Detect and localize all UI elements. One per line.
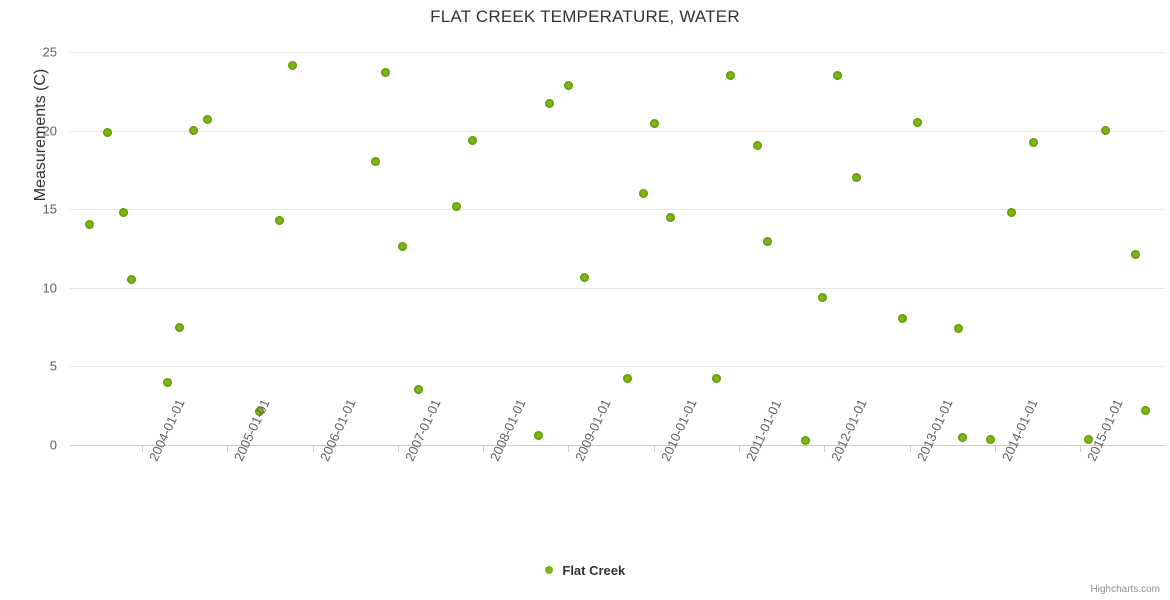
data-point[interactable] xyxy=(1100,126,1110,136)
data-point[interactable] xyxy=(985,434,995,444)
data-point[interactable] xyxy=(254,406,264,416)
data-point[interactable] xyxy=(287,60,297,70)
data-point[interactable] xyxy=(202,115,212,125)
x-tick-mark xyxy=(739,445,740,452)
data-point[interactable] xyxy=(665,213,675,223)
credits-label[interactable]: Highcharts.com xyxy=(1090,584,1160,595)
data-point[interactable] xyxy=(817,292,827,302)
data-point[interactable] xyxy=(851,173,861,183)
data-point[interactable] xyxy=(162,377,172,387)
data-point[interactable] xyxy=(832,71,842,81)
x-tick-mark xyxy=(824,445,825,452)
data-point[interactable] xyxy=(413,384,423,394)
data-point[interactable] xyxy=(533,431,543,441)
x-tick-mark xyxy=(995,445,996,452)
data-point[interactable] xyxy=(380,67,390,77)
x-axis-line xyxy=(70,445,1165,446)
x-tick-mark xyxy=(227,445,228,452)
gridline xyxy=(70,366,1165,368)
data-point[interactable] xyxy=(725,71,735,81)
data-point[interactable] xyxy=(397,242,407,252)
data-point[interactable] xyxy=(1140,405,1150,415)
data-point[interactable] xyxy=(563,81,573,91)
x-tick-mark xyxy=(142,445,143,452)
data-point[interactable] xyxy=(451,202,461,212)
x-tick-mark xyxy=(398,445,399,452)
data-point[interactable] xyxy=(370,156,380,166)
y-tick-label: 20 xyxy=(42,123,57,139)
y-tick-label: 25 xyxy=(42,44,57,60)
data-point[interactable] xyxy=(897,313,907,323)
data-point[interactable] xyxy=(953,324,963,334)
data-point[interactable] xyxy=(957,432,967,442)
y-axis-title: Measurements (C) xyxy=(32,15,50,375)
x-tick-mark xyxy=(1080,445,1081,452)
y-tick-label: 10 xyxy=(42,280,57,296)
gridline xyxy=(70,52,1165,53)
data-point[interactable] xyxy=(174,322,184,332)
data-point[interactable] xyxy=(1083,434,1093,444)
x-tick-mark xyxy=(910,445,911,452)
data-point[interactable] xyxy=(188,126,198,136)
data-point[interactable] xyxy=(638,188,648,198)
legend-item-flat-creek[interactable]: Flat Creek xyxy=(544,563,626,578)
gridline xyxy=(70,287,1165,289)
data-point[interactable] xyxy=(118,207,128,217)
data-point[interactable] xyxy=(467,135,477,145)
data-point[interactable] xyxy=(84,220,94,230)
x-tick-mark xyxy=(483,445,484,452)
legend-marker-icon xyxy=(544,566,553,574)
y-tick-label: 0 xyxy=(49,437,57,453)
chart-title: FLAT CREEK TEMPERATURE, WATER xyxy=(430,7,740,26)
data-point[interactable] xyxy=(274,215,284,225)
plot-area xyxy=(70,52,1165,446)
data-point[interactable] xyxy=(544,99,554,109)
data-point[interactable] xyxy=(1130,250,1140,260)
data-point[interactable] xyxy=(800,435,810,445)
data-point[interactable] xyxy=(102,127,112,137)
data-point[interactable] xyxy=(762,236,772,246)
data-point[interactable] xyxy=(126,275,136,285)
data-point[interactable] xyxy=(649,119,659,129)
data-point[interactable] xyxy=(622,374,632,384)
x-tick-mark xyxy=(313,445,314,452)
data-point[interactable] xyxy=(1028,137,1038,147)
data-point[interactable] xyxy=(711,374,721,384)
gridline xyxy=(70,209,1165,211)
legend: Flat Creek xyxy=(0,562,1170,580)
y-tick-label: 5 xyxy=(49,358,57,374)
y-tick-label: 15 xyxy=(42,201,57,217)
gridline xyxy=(70,130,1165,132)
x-tick-mark xyxy=(654,445,655,452)
data-point[interactable] xyxy=(752,141,762,151)
data-point[interactable] xyxy=(579,273,589,283)
x-tick-mark xyxy=(568,445,569,452)
data-point[interactable] xyxy=(912,118,922,128)
legend-item-label: Flat Creek xyxy=(562,563,626,578)
data-point[interactable] xyxy=(1006,207,1016,217)
